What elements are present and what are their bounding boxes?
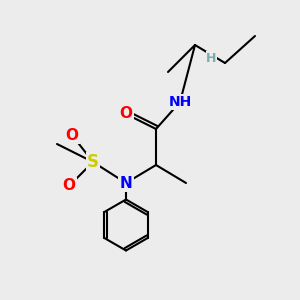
Text: NH: NH [168,95,192,109]
Text: H: H [206,52,217,65]
Text: N: N [120,176,132,190]
Text: O: O [119,106,133,122]
Text: O: O [65,128,79,142]
Text: S: S [87,153,99,171]
Text: O: O [62,178,76,194]
